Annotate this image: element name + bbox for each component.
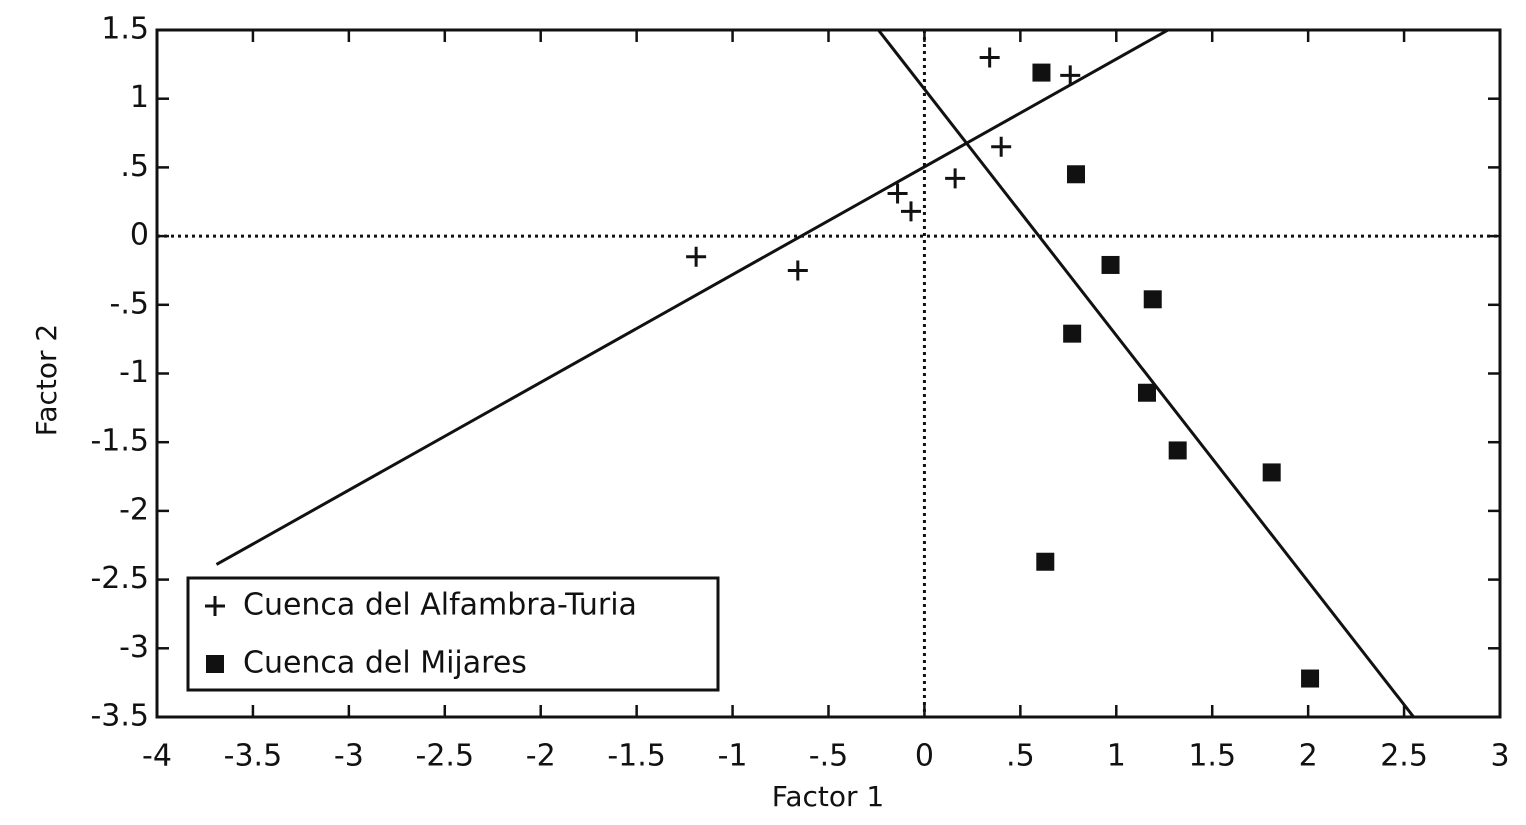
x-tick-label: 3: [1490, 739, 1509, 774]
legend-label: Cuenca del Mijares: [243, 646, 527, 681]
legend-marker: [205, 596, 225, 616]
point: [979, 47, 1000, 68]
y-tick-label: -3: [119, 630, 149, 665]
point: [1063, 324, 1082, 343]
legend-marker: [206, 655, 224, 673]
point: [1137, 383, 1156, 402]
x-tick-label: 2.5: [1380, 739, 1428, 774]
point: [686, 246, 707, 267]
point: [1032, 63, 1051, 82]
point: [1143, 290, 1162, 309]
point: [787, 260, 808, 281]
x-tick-label: -2: [526, 739, 556, 774]
y-tick-label: -.5: [110, 286, 149, 321]
point: [1262, 463, 1281, 482]
x-tick-label: -1: [718, 739, 748, 774]
point: [1301, 669, 1320, 688]
y-tick-label: -3.5: [90, 699, 149, 734]
x-tick-label: 2: [1299, 739, 1318, 774]
legend-box: [186, 576, 720, 692]
point: [1066, 165, 1085, 184]
y-tick-label: .5: [120, 149, 149, 184]
point: [1101, 255, 1120, 274]
x-tick-label: 1: [1107, 739, 1126, 774]
point: [1168, 441, 1187, 460]
y-tick-label: -1.5: [90, 424, 149, 459]
point: [1036, 552, 1055, 571]
y-tick-label: 0: [130, 218, 149, 253]
x-tick-label: -1.5: [607, 739, 666, 774]
x-tick-label: 0: [915, 739, 934, 774]
point: [1060, 65, 1081, 86]
x-tick-label: 1.5: [1188, 739, 1236, 774]
point: [887, 183, 908, 204]
lines-group: [215, 30, 1415, 717]
x-tick-label: -3: [334, 739, 364, 774]
x-tick-label: .5: [1006, 739, 1035, 774]
x-tick-label: -2.5: [416, 739, 475, 774]
y-tick-label: -1: [119, 355, 149, 390]
y-tick-label: 1: [130, 80, 149, 115]
point: [945, 168, 966, 189]
y-axis-label: Factor 2: [30, 324, 63, 436]
y-tick-label: -2: [119, 492, 149, 527]
x-tick-label: -3.5: [224, 739, 283, 774]
legend-label: Cuenca del Alfambra-Turia: [243, 588, 637, 623]
x-tick-label: -.5: [809, 739, 848, 774]
discriminant-line: [215, 30, 1169, 566]
x-axis-label: Factor 1: [772, 780, 884, 813]
y-tick-label: 1.5: [101, 12, 149, 47]
x-tick-label: -4: [142, 739, 172, 774]
discriminant-line: [877, 30, 1415, 717]
y-tick-label: -2.5: [90, 561, 149, 596]
plot-frame: [155, 28, 1502, 719]
point: [900, 201, 921, 222]
point: [991, 136, 1012, 157]
